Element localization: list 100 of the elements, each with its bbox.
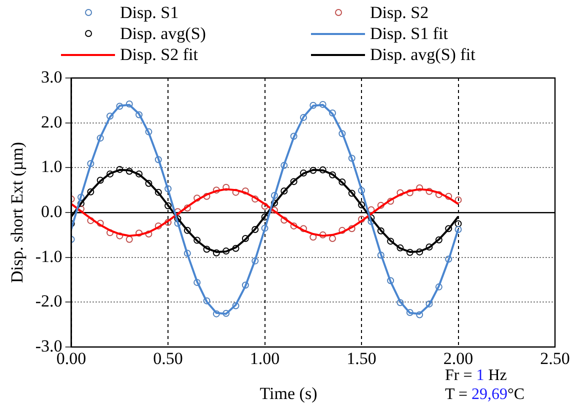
point [154,188,162,196]
point [329,235,336,242]
point [222,184,230,191]
point [194,236,201,244]
text: Fr = 1 Hz [445,367,507,384]
point [77,194,84,201]
point [387,238,394,245]
point [252,257,259,264]
legend-label: Disp. avg(S) [120,23,206,44]
point [300,114,307,121]
point [96,220,104,227]
legend-label: Disp. avg(S) fit [370,44,476,65]
y-tick-label: -2.0 [35,292,62,311]
y-tick-label: -1.0 [35,246,62,266]
point [280,162,288,169]
point [280,187,288,194]
point [387,277,394,284]
point [252,196,259,203]
point [232,188,240,196]
point [338,226,346,234]
point [136,111,143,118]
point [310,102,317,109]
point [154,222,162,230]
point [416,184,424,192]
point [184,226,191,234]
point [290,178,298,186]
point [435,191,442,198]
legend-label: Disp. S2 [370,2,429,23]
point [358,187,366,194]
point [203,192,210,200]
point [164,185,172,192]
x-tick-label: 1.50 [346,348,376,368]
legend-label: Disp. S1 [120,2,179,23]
point [212,310,220,318]
point [270,200,278,207]
x-tick-label: 0.50 [153,348,183,368]
point [145,128,152,136]
x-tick-label: 2.50 [540,348,570,368]
x-axis-title: Time (s) [260,384,318,403]
point [396,244,404,252]
point [242,187,249,194]
point [396,299,404,306]
x-tick-label: 1.00 [250,348,280,368]
point [310,166,317,174]
point [106,229,114,236]
point [348,225,356,232]
legend-label: Disp. S1 fit [370,23,448,44]
legend-label: Disp. S2 fit [120,44,198,65]
point [435,236,442,244]
point [194,278,201,286]
point [87,188,94,196]
point [435,283,442,290]
point [300,170,307,177]
point [261,213,268,220]
point [338,130,346,138]
point [270,192,278,199]
point [116,102,124,110]
point [136,170,143,178]
point [232,302,240,310]
point [319,100,326,108]
point [212,249,220,256]
point [338,178,346,186]
point [368,214,375,222]
point [358,201,366,208]
point [445,192,452,200]
point [203,297,210,304]
point [358,216,366,223]
point [416,248,424,256]
point [87,217,94,224]
point [406,248,414,256]
point [261,224,268,232]
point [164,218,172,226]
point [87,160,94,168]
point [300,225,307,232]
point [126,168,133,175]
point [426,244,433,251]
point [368,206,375,214]
point [154,156,162,164]
point [377,252,384,259]
point [145,230,152,238]
x-tick-label: 2.00 [443,348,474,368]
point [252,226,259,234]
point [174,215,182,222]
point [184,204,191,212]
point [319,231,326,238]
point [406,189,414,196]
y-tick-label: 0.0 [41,202,62,221]
point [454,196,462,204]
point [310,234,317,241]
point [96,176,104,184]
y-tick-label: 2.0 [41,112,62,132]
point [194,194,201,202]
point [454,220,462,228]
point [377,202,384,209]
point [242,235,249,242]
point [270,206,278,214]
y-axis-title: Disp. short Ext (µm) [8,142,27,284]
text: T = 29,69°C [445,386,525,403]
point [164,202,172,210]
point [106,170,114,178]
